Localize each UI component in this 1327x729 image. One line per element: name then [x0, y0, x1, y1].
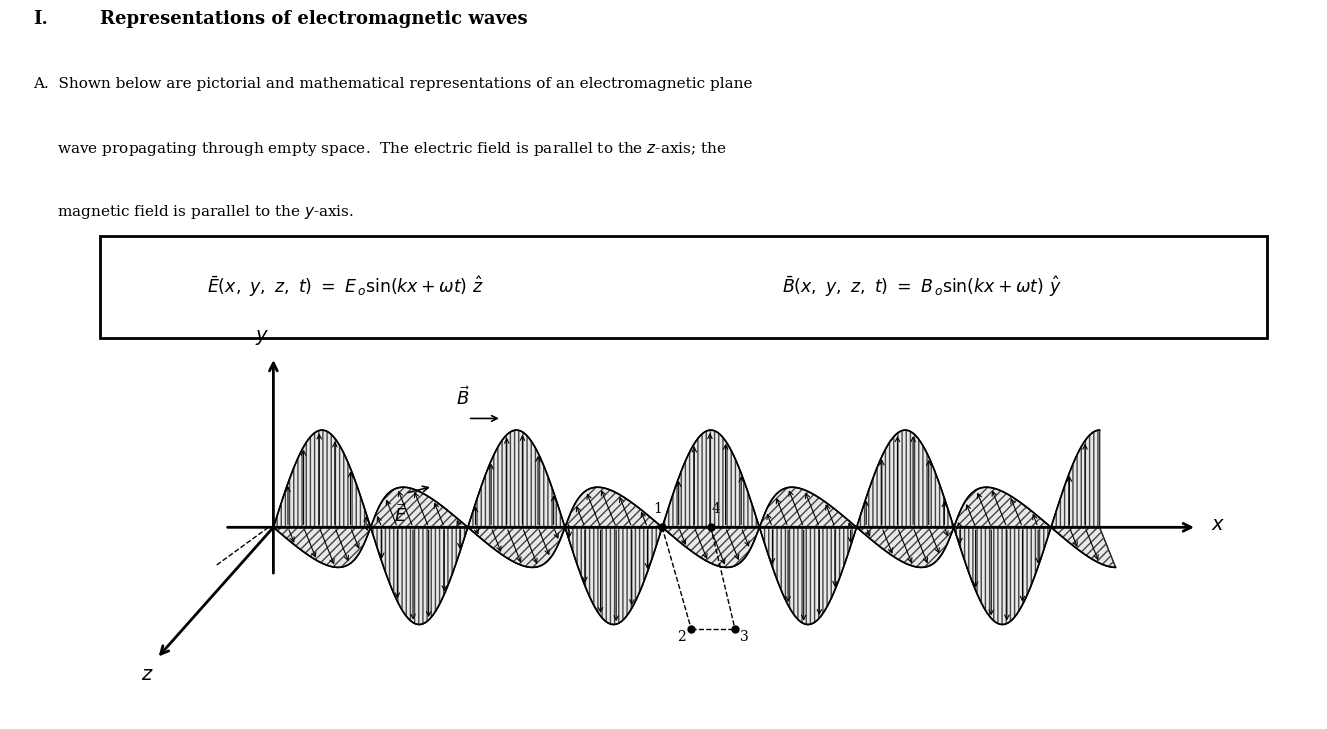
Text: $z$: $z$ — [141, 666, 154, 685]
Text: A.  Shown below are pictorial and mathematical representations of an electromagn: A. Shown below are pictorial and mathema… — [33, 77, 752, 91]
Text: $\bar{E}(x,\ y,\ z,\ t)\ =\ E_{\,o}\sin(kx + \omega t)\ \hat{z}$: $\bar{E}(x,\ y,\ z,\ t)\ =\ E_{\,o}\sin(… — [207, 275, 483, 300]
Polygon shape — [273, 430, 1100, 625]
FancyBboxPatch shape — [100, 236, 1267, 338]
Text: Representations of electromagnetic waves: Representations of electromagnetic waves — [100, 10, 527, 28]
Text: 2: 2 — [677, 630, 686, 644]
Text: $x$: $x$ — [1212, 516, 1226, 534]
Text: $\vec{E}$: $\vec{E}$ — [394, 503, 407, 526]
Polygon shape — [273, 487, 1116, 567]
Text: wave propagating through empty space.  The electric field is parallel to the $z$: wave propagating through empty space. Th… — [33, 140, 727, 158]
Text: 1: 1 — [653, 502, 662, 515]
Text: 3: 3 — [740, 630, 750, 644]
Text: magnetic field is parallel to the $y$-axis.: magnetic field is parallel to the $y$-ax… — [33, 203, 354, 221]
Text: $\bar{B}(x,\ y,\ z,\ t)\ =\ B_{\,o}\sin(kx + \omega t)\ \hat{y}$: $\bar{B}(x,\ y,\ z,\ t)\ =\ B_{\,o}\sin(… — [783, 275, 1062, 300]
Text: $\vec{B}$: $\vec{B}$ — [456, 386, 470, 409]
Text: I.: I. — [33, 10, 48, 28]
Text: $y$: $y$ — [255, 329, 269, 348]
Text: 4: 4 — [711, 502, 721, 515]
